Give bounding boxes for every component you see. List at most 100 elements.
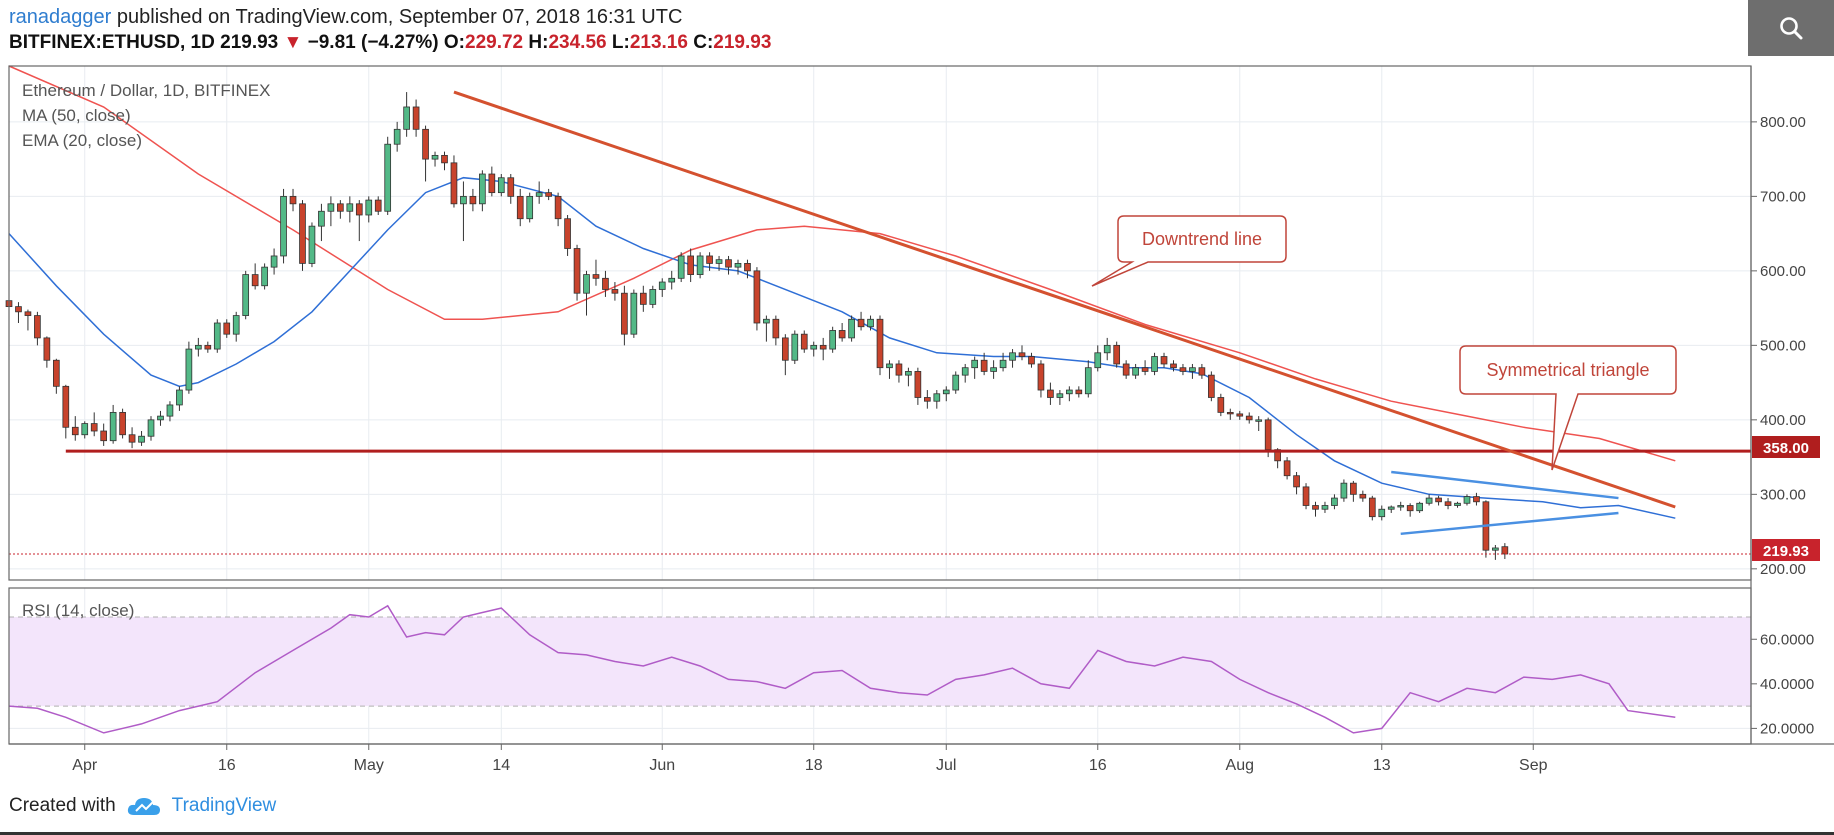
candle xyxy=(176,386,183,411)
candle-body xyxy=(299,203,306,264)
candle xyxy=(100,423,108,446)
candle xyxy=(384,136,392,215)
candles xyxy=(5,92,1509,560)
last-price-label: 219.93 xyxy=(1763,543,1809,560)
tradingview-brand-link[interactable]: TradingView xyxy=(171,795,277,816)
candle xyxy=(1283,457,1291,480)
price-tick-label: 800.00 xyxy=(1760,114,1806,131)
candle-body xyxy=(441,154,448,164)
candle-body xyxy=(128,434,136,443)
publisher-link[interactable]: ranadagger xyxy=(9,6,112,28)
candle-body xyxy=(488,173,496,194)
candle-body xyxy=(649,289,657,305)
candle xyxy=(403,92,410,137)
candle xyxy=(725,255,732,275)
candle xyxy=(1208,371,1215,402)
candle-body xyxy=(1378,508,1386,518)
open-value: 229.72 xyxy=(465,32,524,53)
candle-body xyxy=(516,195,524,220)
candle-body xyxy=(1208,374,1215,398)
triangle-callout[interactable]: Symmetrical triangle xyxy=(1459,345,1677,471)
candle-body xyxy=(1151,356,1158,372)
candle xyxy=(289,188,297,212)
candle-body xyxy=(961,367,969,376)
candle-body xyxy=(261,266,268,287)
candle-body xyxy=(706,255,713,264)
candle-body xyxy=(781,337,789,361)
candle-body xyxy=(1435,497,1442,503)
candle xyxy=(81,421,89,439)
candle-body xyxy=(450,162,458,205)
candle xyxy=(497,174,505,197)
candle-body xyxy=(119,411,126,436)
price-chart[interactable]: 200.00 300.00 400.00 500.00 600.00 700.00 800.… xyxy=(0,0,1834,790)
candle xyxy=(1198,363,1206,379)
candle xyxy=(516,188,524,227)
candle xyxy=(1378,505,1386,521)
search-button[interactable] xyxy=(1748,0,1834,56)
triangle-lower-line[interactable] xyxy=(1400,511,1619,536)
candle-body xyxy=(1293,475,1300,488)
price-tick-label: 500.00 xyxy=(1760,337,1806,354)
candle xyxy=(147,416,155,441)
candle xyxy=(649,285,657,309)
candle xyxy=(1473,492,1480,506)
candle-body xyxy=(109,411,117,442)
candle xyxy=(1331,494,1338,510)
candle xyxy=(1151,352,1158,376)
candle xyxy=(460,181,467,242)
support-price-badge xyxy=(1752,436,1820,458)
candle xyxy=(213,319,221,353)
candle-body xyxy=(232,315,240,335)
candle xyxy=(1037,360,1045,398)
candle xyxy=(564,214,571,256)
candle xyxy=(450,155,458,208)
candle xyxy=(867,315,874,331)
candle xyxy=(53,358,60,394)
candle-body xyxy=(535,192,543,197)
candle xyxy=(1416,501,1423,513)
downtrend-line[interactable] xyxy=(453,90,1676,509)
candle-body xyxy=(1397,505,1405,508)
candle-body xyxy=(1226,411,1234,415)
low-value: 213.16 xyxy=(629,32,688,53)
time-tick-label: 13 xyxy=(1373,757,1391,774)
triangle-upper-line[interactable] xyxy=(1391,470,1619,500)
down-arrow-icon: ▼ xyxy=(283,32,303,53)
candle-body xyxy=(15,306,22,313)
candle xyxy=(933,390,941,409)
candle-body xyxy=(829,330,836,350)
candle-body xyxy=(1425,497,1433,504)
candle xyxy=(1141,360,1149,376)
candle-body xyxy=(573,248,581,294)
candle xyxy=(374,196,382,215)
candle-body xyxy=(62,385,70,428)
candle xyxy=(318,203,325,242)
candle xyxy=(1435,495,1442,506)
low-label: L: xyxy=(611,32,630,53)
candle-body xyxy=(687,255,694,275)
candle-body xyxy=(1387,506,1395,510)
candle-body xyxy=(24,311,32,316)
candle xyxy=(838,323,846,342)
rsi-line xyxy=(8,604,1676,734)
candle-body xyxy=(791,333,799,361)
candle xyxy=(687,248,694,283)
candle xyxy=(602,270,609,297)
candle xyxy=(535,181,543,204)
time-tick-label: Apr xyxy=(72,757,98,774)
downtrend-callout[interactable]: Downtrend line xyxy=(1091,215,1287,287)
candle-body xyxy=(630,292,638,335)
candle xyxy=(1160,352,1168,368)
candle-body xyxy=(374,199,382,212)
candle xyxy=(469,188,477,212)
candle xyxy=(308,222,316,268)
candle xyxy=(621,285,628,346)
candle xyxy=(715,255,723,271)
candle xyxy=(507,174,515,204)
candle xyxy=(905,367,912,387)
candle-body xyxy=(1094,352,1102,369)
candle xyxy=(744,259,751,279)
candle xyxy=(138,431,145,446)
candle xyxy=(365,196,373,223)
